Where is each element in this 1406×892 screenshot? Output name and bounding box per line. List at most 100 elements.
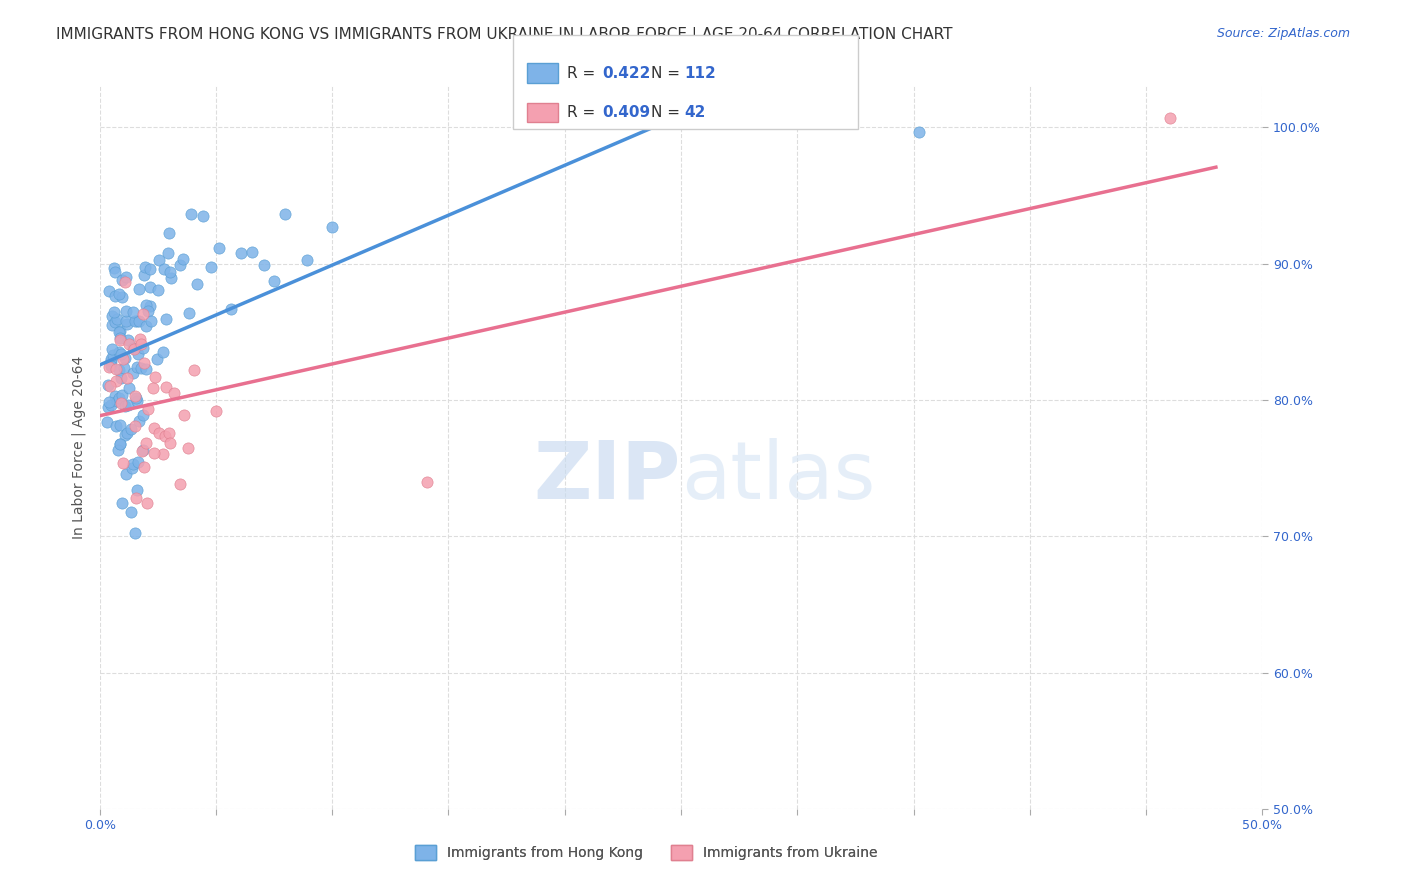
Point bbox=[115, 317, 138, 331]
Point bbox=[104, 362, 127, 376]
Point bbox=[139, 299, 162, 313]
Point bbox=[131, 444, 153, 458]
Point bbox=[101, 309, 124, 323]
Point bbox=[186, 277, 208, 292]
Point bbox=[129, 361, 152, 376]
Point bbox=[118, 381, 141, 395]
Text: N =: N = bbox=[651, 105, 685, 120]
Point bbox=[100, 398, 122, 412]
Legend: Immigrants from Hong Kong, Immigrants from Ukraine: Immigrants from Hong Kong, Immigrants fr… bbox=[408, 838, 884, 867]
Point bbox=[1159, 111, 1181, 125]
Point bbox=[132, 408, 155, 422]
Point bbox=[115, 269, 138, 284]
Point bbox=[117, 334, 139, 348]
Point bbox=[108, 287, 131, 301]
Point bbox=[101, 318, 124, 332]
Point bbox=[111, 352, 134, 367]
Point bbox=[219, 302, 242, 317]
Point bbox=[135, 362, 157, 376]
Text: 42: 42 bbox=[685, 105, 706, 120]
Point bbox=[110, 437, 132, 451]
Point bbox=[124, 389, 146, 403]
Point bbox=[321, 220, 343, 235]
Point bbox=[128, 314, 150, 328]
Point bbox=[122, 366, 145, 380]
Point bbox=[159, 436, 181, 450]
Point bbox=[131, 307, 153, 321]
Point bbox=[208, 241, 231, 255]
Point bbox=[98, 284, 121, 298]
Point bbox=[107, 391, 129, 405]
Point bbox=[205, 404, 228, 418]
Point bbox=[253, 258, 276, 272]
Point bbox=[143, 370, 166, 384]
Point bbox=[183, 362, 205, 376]
Text: 0.409: 0.409 bbox=[602, 105, 650, 120]
Point bbox=[112, 361, 135, 376]
Point bbox=[118, 336, 141, 351]
Point bbox=[229, 245, 252, 260]
Point bbox=[135, 496, 157, 510]
Point bbox=[152, 345, 174, 359]
Point bbox=[157, 425, 180, 440]
Point bbox=[200, 260, 222, 274]
Point bbox=[125, 483, 148, 498]
Point bbox=[107, 362, 129, 376]
Point bbox=[240, 245, 263, 260]
Point bbox=[101, 348, 124, 362]
Point bbox=[98, 379, 121, 393]
Point bbox=[100, 359, 122, 373]
Point bbox=[105, 393, 128, 408]
Point bbox=[122, 457, 145, 471]
Point bbox=[177, 306, 200, 320]
Point bbox=[117, 398, 139, 412]
Point bbox=[120, 422, 142, 436]
Point bbox=[127, 455, 149, 469]
Point bbox=[156, 245, 179, 260]
Point bbox=[111, 456, 134, 470]
Point bbox=[129, 337, 152, 351]
Point bbox=[110, 396, 132, 410]
Point bbox=[124, 314, 146, 328]
Point bbox=[107, 443, 129, 458]
Point bbox=[105, 312, 128, 326]
Point bbox=[124, 525, 146, 540]
Point bbox=[135, 298, 157, 312]
Point bbox=[128, 413, 150, 427]
Point bbox=[146, 352, 169, 367]
Point bbox=[179, 207, 201, 221]
Point bbox=[115, 426, 138, 441]
Point bbox=[152, 447, 174, 461]
Point bbox=[127, 347, 149, 361]
Point bbox=[108, 418, 131, 433]
Point bbox=[127, 314, 149, 328]
Text: 0.422: 0.422 bbox=[602, 66, 650, 80]
Point bbox=[155, 428, 177, 442]
Point bbox=[134, 260, 156, 274]
Point bbox=[96, 415, 118, 429]
Point bbox=[97, 378, 120, 392]
Text: ZIP: ZIP bbox=[534, 438, 681, 516]
Point bbox=[142, 421, 165, 435]
Point bbox=[114, 399, 136, 413]
Point bbox=[297, 253, 319, 268]
Point bbox=[191, 209, 214, 223]
Point bbox=[124, 342, 146, 356]
Point bbox=[114, 275, 136, 289]
Point bbox=[120, 505, 142, 519]
Point bbox=[108, 325, 131, 339]
Point bbox=[115, 314, 138, 328]
Text: N =: N = bbox=[651, 66, 685, 80]
Point bbox=[97, 401, 120, 415]
Text: IMMIGRANTS FROM HONG KONG VS IMMIGRANTS FROM UKRAINE IN LABOR FORCE | AGE 20-64 : IMMIGRANTS FROM HONG KONG VS IMMIGRANTS … bbox=[56, 27, 953, 43]
Point bbox=[110, 324, 132, 338]
Point bbox=[172, 252, 194, 266]
Point bbox=[132, 356, 155, 370]
Text: atlas: atlas bbox=[681, 438, 876, 516]
Y-axis label: In Labor Force | Age 20-64: In Labor Force | Age 20-64 bbox=[72, 356, 86, 540]
Point bbox=[157, 227, 180, 241]
Point bbox=[127, 394, 149, 409]
Point bbox=[111, 273, 134, 287]
Point bbox=[104, 374, 127, 388]
Point bbox=[131, 442, 153, 457]
